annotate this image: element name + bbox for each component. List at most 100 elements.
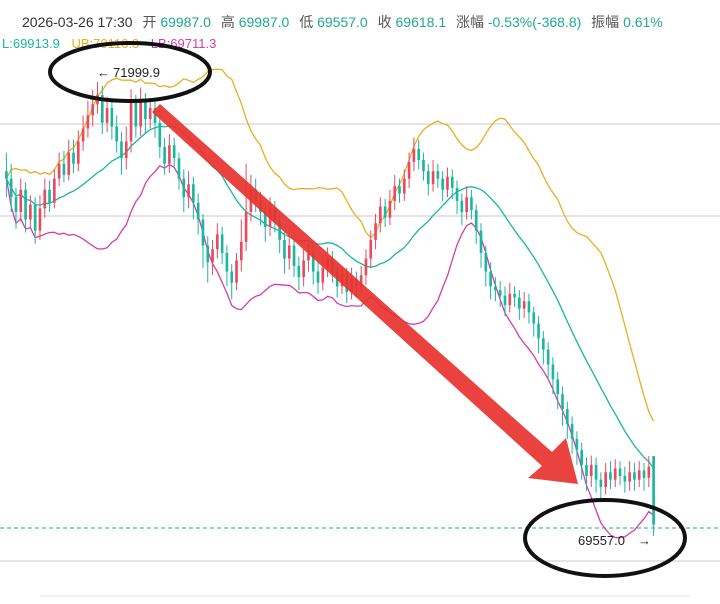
candle — [637, 461, 641, 488]
candle-body — [518, 297, 521, 309]
candle-body — [537, 323, 540, 339]
candle-body — [479, 230, 483, 253]
candle-body — [613, 468, 617, 480]
candle — [575, 431, 579, 465]
candle — [244, 163, 248, 252]
candle-body — [374, 223, 377, 240]
candle — [369, 230, 373, 268]
candle-body — [556, 379, 560, 395]
close-value: 69618.1 — [395, 14, 447, 30]
candle — [460, 193, 464, 226]
candle — [302, 249, 305, 287]
candle-body — [623, 475, 627, 482]
candle-body — [316, 271, 320, 283]
candle-body — [5, 171, 8, 179]
low-annotation: 69557.0 → — [523, 498, 687, 578]
candle — [455, 180, 459, 214]
change-label: 涨幅 — [456, 14, 484, 30]
candle-body — [53, 178, 56, 203]
candle — [182, 169, 186, 213]
candle — [623, 466, 627, 493]
candle-body — [470, 197, 473, 211]
ohlc-row: 2026-03-26 17:30 开 69987.0 高 69987.0 低 6… — [22, 12, 663, 32]
candle — [187, 171, 190, 209]
candle — [422, 152, 425, 181]
candle-body — [206, 245, 210, 263]
candle — [196, 193, 200, 235]
candle-body — [283, 239, 286, 259]
candle-body — [134, 102, 138, 127]
candle — [494, 277, 497, 302]
candle — [19, 178, 23, 222]
candle — [192, 176, 195, 220]
candle-body — [129, 102, 133, 142]
candle-body — [144, 100, 147, 120]
candle — [599, 472, 603, 499]
candle — [163, 137, 166, 175]
candle — [24, 182, 27, 233]
candle-body — [652, 456, 655, 525]
candle-body — [153, 107, 157, 123]
candle — [633, 462, 636, 491]
candle-body — [62, 163, 66, 175]
candle-body — [546, 349, 550, 365]
candle — [53, 169, 56, 209]
candle-body — [436, 171, 440, 179]
candle-body — [455, 187, 459, 201]
candle — [379, 197, 382, 233]
candle — [479, 223, 483, 268]
candle — [518, 290, 521, 320]
candle-body — [474, 210, 478, 231]
candle — [580, 442, 584, 480]
candle — [297, 256, 301, 291]
candle — [57, 152, 61, 187]
candle — [235, 252, 238, 291]
candle-body — [158, 122, 162, 148]
candle-body — [628, 472, 631, 482]
candle — [110, 100, 114, 140]
candle-body — [532, 312, 536, 324]
candle-body — [398, 186, 401, 194]
close-label: 收 — [377, 14, 392, 30]
datetime-text: 2026-03-26 17:30 — [22, 14, 133, 30]
candle-body — [407, 161, 411, 179]
candle-body — [570, 423, 574, 439]
candle-body — [220, 234, 224, 253]
candle — [441, 171, 444, 201]
low-label: 低 — [299, 14, 314, 30]
candle-body — [115, 126, 118, 142]
high-annotation: ← 71999.9 — [48, 41, 212, 103]
candle — [201, 213, 205, 268]
candle-body — [431, 171, 435, 185]
candle — [532, 306, 536, 337]
candle-body — [235, 260, 238, 283]
candle — [604, 462, 607, 495]
candle — [508, 282, 512, 313]
candle-body — [580, 449, 584, 465]
candle-body — [201, 219, 205, 246]
candle — [62, 150, 66, 183]
low-circle — [523, 498, 687, 578]
candle — [9, 163, 13, 213]
candle — [426, 163, 430, 196]
candle — [431, 160, 435, 192]
low-value: 69557.0 — [317, 14, 368, 30]
candle — [67, 139, 71, 181]
candle-body — [561, 394, 564, 410]
candle-body — [609, 472, 612, 480]
candle — [556, 371, 560, 410]
candle — [168, 134, 171, 174]
candle-body — [139, 100, 142, 127]
open-label: 开 — [142, 14, 157, 30]
candle-body — [120, 141, 123, 159]
candle — [177, 152, 181, 190]
candle-body — [589, 464, 593, 476]
candle-body — [494, 286, 497, 291]
candle — [594, 457, 598, 493]
candle — [153, 100, 157, 138]
candle-body — [33, 204, 37, 231]
candle — [158, 115, 162, 159]
candle-body — [110, 107, 114, 127]
candle — [86, 100, 90, 138]
